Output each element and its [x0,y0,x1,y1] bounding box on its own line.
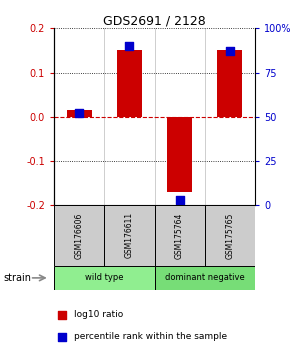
Bar [154,205,205,266]
Point [177,197,182,203]
Point [227,48,232,54]
Text: GSM175765: GSM175765 [225,212,234,259]
Bar [54,205,104,266]
Text: log10 ratio: log10 ratio [74,310,123,319]
Bar [104,205,154,266]
Text: percentile rank within the sample: percentile rank within the sample [74,332,227,341]
Bar [67,110,92,117]
Bar [167,117,192,192]
Point [127,43,132,49]
Text: GSM176606: GSM176606 [75,212,84,259]
Text: strain: strain [3,273,31,283]
Title: GDS2691 / 2128: GDS2691 / 2128 [103,14,206,27]
Text: GSM175764: GSM175764 [175,212,184,259]
Bar [117,51,142,117]
Point [77,110,82,116]
Bar [217,51,242,117]
Text: GSM176611: GSM176611 [125,212,134,258]
Bar [205,205,255,266]
Bar [154,266,255,290]
Point [60,312,64,318]
Text: dominant negative: dominant negative [165,273,244,282]
Bar [54,266,154,290]
Point [60,334,64,339]
Text: wild type: wild type [85,273,124,282]
